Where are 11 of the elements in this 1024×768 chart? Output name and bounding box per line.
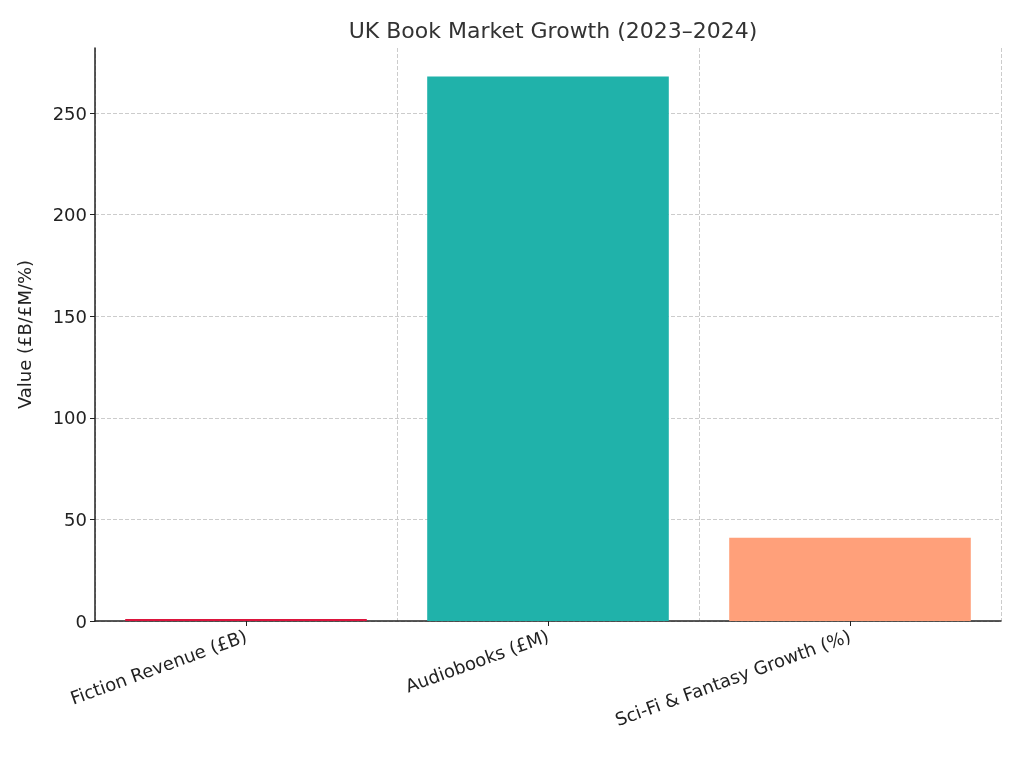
y-tick-label: 250	[52, 102, 87, 124]
y-tick-label: 200	[52, 204, 87, 226]
bar	[427, 76, 669, 621]
bar	[729, 537, 971, 621]
bar	[125, 618, 367, 621]
y-tick-label: 150	[52, 305, 87, 327]
y-tick-label: 0	[75, 610, 87, 632]
chart-title: UK Book Market Growth (2023–2024)	[348, 17, 758, 43]
y-tick-label: 50	[64, 508, 87, 530]
y-tick-label: 100	[52, 407, 87, 429]
y-axis-title: Value (£B/£M/%)	[13, 259, 35, 410]
